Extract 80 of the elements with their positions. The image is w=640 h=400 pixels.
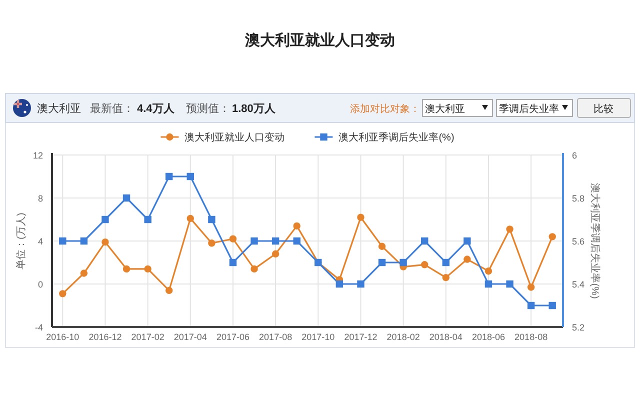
x-tick-label: 2016-10 — [46, 332, 80, 342]
point — [527, 284, 535, 291]
y2-tick-label: 5.8 — [572, 194, 585, 204]
text: 预测值： — [186, 103, 230, 115]
point — [421, 261, 428, 268]
point — [80, 270, 88, 277]
point — [357, 214, 364, 221]
point — [442, 258, 450, 266]
y2-axis-title: 澳大利亚季调后失业率(%) — [589, 183, 601, 299]
x-tick-label: 2017-10 — [302, 332, 335, 342]
x-tick-label: 2017-12 — [344, 332, 378, 342]
x-tick-label: 2017-08 — [259, 332, 292, 342]
x-tick-label: 2018-08 — [514, 332, 548, 342]
point — [548, 233, 556, 240]
text: 4.4万人 — [137, 103, 176, 115]
point — [122, 194, 130, 202]
text: 澳大利亚 — [37, 102, 81, 115]
point — [208, 240, 216, 247]
x-tick-label: 2018-04 — [429, 332, 462, 342]
y-tick-label: 8 — [38, 194, 43, 204]
point — [80, 237, 88, 245]
y2-tick-label: 5.2 — [572, 322, 585, 332]
point — [59, 237, 66, 245]
point — [400, 258, 407, 266]
y2-tick-label: 5.6 — [572, 236, 585, 246]
x-tick-label: 2017-06 — [216, 332, 250, 342]
y2-tick-label: 6 — [572, 150, 578, 160]
y-tick-label: 4 — [38, 236, 43, 246]
point — [484, 268, 492, 275]
chart-title: 澳大利亚就业人口变动 — [244, 31, 395, 49]
point — [229, 258, 237, 266]
point — [336, 280, 344, 288]
y2-tick-label: 5.4 — [572, 280, 585, 290]
text: 比较 — [594, 103, 614, 115]
point — [186, 214, 194, 222]
point — [102, 216, 109, 224]
point — [102, 238, 109, 246]
point — [166, 286, 173, 294]
y-tick-label: 0 — [38, 280, 43, 290]
point — [293, 237, 300, 245]
point — [208, 216, 216, 224]
y-tick-label: -4 — [34, 322, 43, 332]
point — [122, 265, 130, 273]
y-axis-title: 单位：(万人) — [15, 212, 27, 270]
point — [506, 226, 514, 233]
point — [166, 172, 173, 180]
point — [378, 258, 386, 266]
point — [506, 280, 514, 288]
legend-label: 澳大利亚就业人口变动 — [184, 132, 285, 144]
point — [293, 222, 300, 230]
point — [59, 290, 66, 298]
point — [250, 237, 258, 245]
point — [144, 265, 152, 273]
point — [229, 235, 237, 242]
point — [186, 172, 194, 180]
x-tick-label: 2016-12 — [88, 332, 122, 342]
x-tick-label: 2018-06 — [472, 332, 505, 342]
point — [144, 216, 152, 224]
point — [442, 274, 450, 282]
legend-label: 澳大利亚季调后失业率(%) — [338, 132, 454, 144]
text: 澳大利亚 — [425, 103, 465, 115]
text: 最新值： — [90, 102, 134, 115]
point — [464, 256, 471, 263]
point — [464, 237, 471, 245]
point — [378, 242, 386, 250]
point — [421, 237, 428, 245]
text: 添加对比对象： — [350, 103, 420, 115]
point — [548, 302, 556, 310]
point — [272, 250, 280, 258]
x-tick-label: 2017-04 — [174, 332, 207, 342]
x-tick-label: 2017-02 — [131, 332, 164, 342]
point — [272, 237, 280, 245]
y-tick-label: 12 — [32, 150, 43, 160]
point — [357, 280, 364, 288]
point — [484, 280, 492, 288]
text: 季调后失业率 — [499, 103, 559, 115]
x-tick-label: 2018-02 — [386, 332, 420, 342]
point — [250, 265, 258, 273]
text: 1.80万人 — [232, 103, 276, 115]
point — [527, 302, 535, 310]
